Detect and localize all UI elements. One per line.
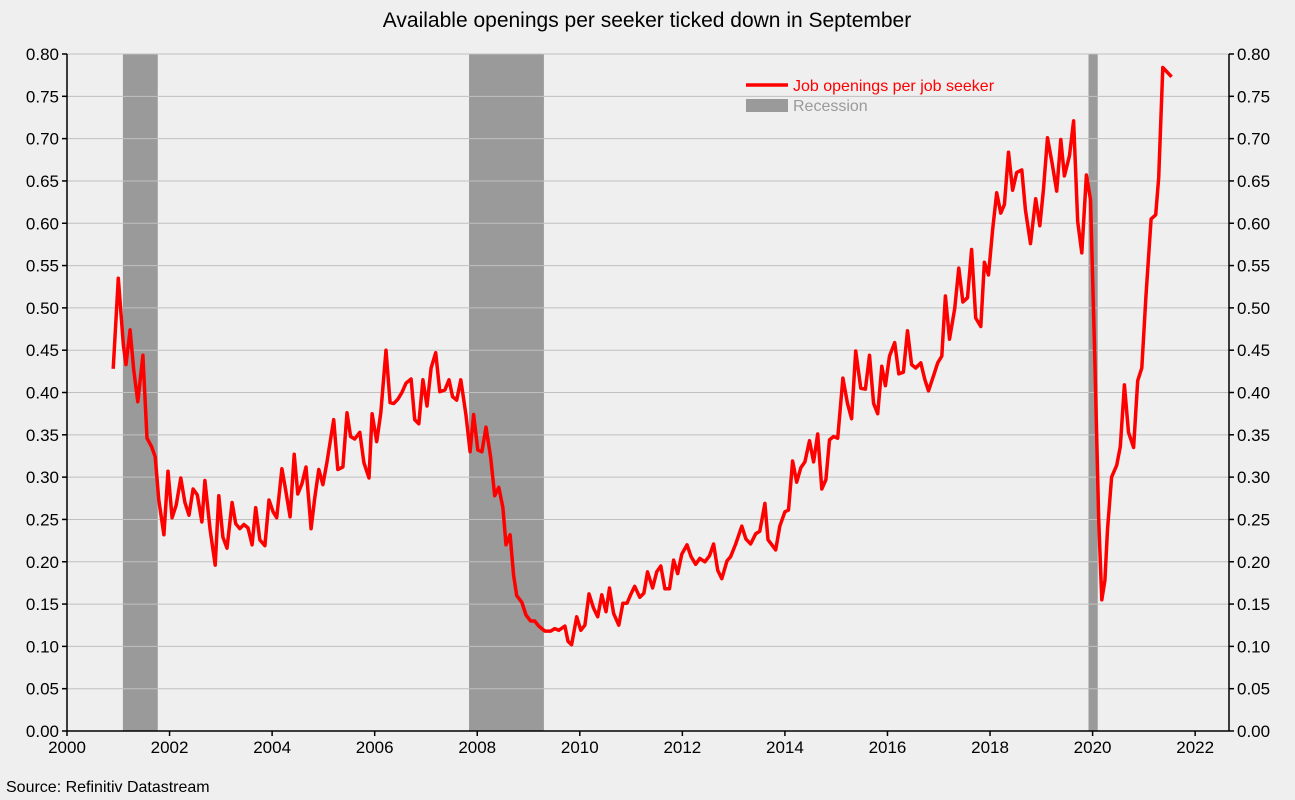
y-tick-label-right: 0.45 xyxy=(1237,341,1270,360)
chart-title: Available openings per seeker ticked dow… xyxy=(383,9,911,32)
legend-recession-swatch xyxy=(746,99,788,112)
y-tick-label-left: 0.55 xyxy=(26,257,59,276)
y-tick-label-right: 0.75 xyxy=(1237,87,1270,106)
y-tick-label-right: 0.00 xyxy=(1237,722,1270,741)
y-tick-label-right: 0.55 xyxy=(1237,257,1270,276)
source-note: Source: Refinitiv Datastream xyxy=(6,779,210,796)
y-tick-label-left: 0.45 xyxy=(26,341,59,360)
x-tick-label: 2020 xyxy=(1074,738,1112,757)
y-tick-label-left: 0.75 xyxy=(26,87,59,106)
y-tick-label-left: 0.60 xyxy=(26,214,59,233)
y-tick-label-right: 0.80 xyxy=(1237,45,1270,64)
y-tick-label-left: 0.25 xyxy=(26,510,59,529)
y-tick-label-right: 0.60 xyxy=(1237,214,1270,233)
x-tick-label: 2012 xyxy=(663,738,701,757)
y-tick-label-left: 0.00 xyxy=(26,722,59,741)
axes: 0.00 0.00 0.05 0.05 0.10 0.10 0.15 0.15 0.20 0.20… xyxy=(26,45,1270,757)
x-tick-label: 2006 xyxy=(356,738,394,757)
y-tick-label-right: 0.65 xyxy=(1237,172,1270,191)
y-tick-label-left: 0.65 xyxy=(26,172,59,191)
y-tick-label-right: 0.10 xyxy=(1237,637,1270,656)
y-tick-label-right: 0.15 xyxy=(1237,595,1270,614)
y-tick-label-right: 0.20 xyxy=(1237,553,1270,572)
legend-label-recession: Recession xyxy=(793,98,868,115)
x-tick-label: 2014 xyxy=(766,738,804,757)
series-line-job-openings-per-seeker xyxy=(111,65,1173,647)
y-tick-label-right: 0.25 xyxy=(1237,510,1270,529)
x-tick-label: 2022 xyxy=(1176,738,1214,757)
legend: Job openings per job seeker Recession xyxy=(746,78,995,115)
y-tick-label-left: 0.20 xyxy=(26,553,59,572)
y-tick-label-left: 0.35 xyxy=(26,426,59,445)
y-tick-label-left: 0.05 xyxy=(26,680,59,699)
y-tick-label-left: 0.50 xyxy=(26,299,59,318)
x-tick-label: 2016 xyxy=(869,738,907,757)
y-tick-label-left: 0.40 xyxy=(26,384,59,403)
y-tick-label-right: 0.50 xyxy=(1237,299,1270,318)
y-tick-label-left: 0.30 xyxy=(26,468,59,487)
y-tick-label-right: 0.40 xyxy=(1237,384,1270,403)
y-tick-label-right: 0.70 xyxy=(1237,130,1270,149)
y-tick-label-right: 0.05 xyxy=(1237,680,1270,699)
legend-label-series: Job openings per job seeker xyxy=(793,78,995,95)
y-tick-label-left: 0.10 xyxy=(26,637,59,656)
y-tick-label-left: 0.70 xyxy=(26,130,59,149)
x-tick-label: 2008 xyxy=(458,738,496,757)
y-tick-label-left: 0.80 xyxy=(26,45,59,64)
y-tick-label-right: 0.35 xyxy=(1237,426,1270,445)
y-tick-label-left: 0.15 xyxy=(26,595,59,614)
x-tick-label: 2004 xyxy=(253,738,291,757)
series-layer xyxy=(111,65,1173,647)
x-tick-label: 2002 xyxy=(151,738,189,757)
gridlines xyxy=(67,53,1229,690)
y-tick-label-right: 0.30 xyxy=(1237,468,1270,487)
x-tick-label: 2000 xyxy=(48,738,86,757)
x-tick-label: 2010 xyxy=(561,738,599,757)
x-tick-label: 2018 xyxy=(971,738,1009,757)
